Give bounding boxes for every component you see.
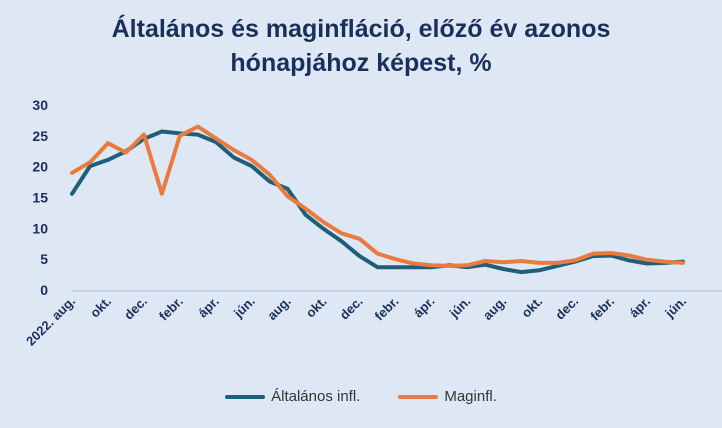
x-tick-label: aug. <box>480 294 510 324</box>
x-tick-label: febr. <box>372 294 402 324</box>
x-tick-label: okt. <box>87 294 114 321</box>
x-tick-label: 2022. aug. <box>23 294 78 349</box>
legend-swatch-maginfl <box>398 394 439 399</box>
y-tick-label: 10 <box>32 220 48 236</box>
x-tick-label: febr. <box>587 294 617 324</box>
x-tick-label: aug. <box>264 294 294 324</box>
y-tick-label: 5 <box>40 251 48 267</box>
y-tick-label: 25 <box>32 128 48 144</box>
y-tick-label: 30 <box>32 97 48 113</box>
x-tick-label: febr. <box>156 294 186 324</box>
series-line-maginfl <box>70 124 685 268</box>
legend-swatch-altalanos <box>225 394 266 399</box>
series-line-altalanos <box>70 129 685 275</box>
x-tick-label: dec. <box>552 294 581 323</box>
x-tick-label: ápr. <box>195 294 222 321</box>
x-tick-label: jún. <box>661 294 689 322</box>
legend-label-altalanos: Általános infl. <box>271 388 361 405</box>
x-tick-label: jún. <box>446 294 474 322</box>
x-tick-label: okt. <box>518 294 545 321</box>
x-tick-label: dec. <box>337 294 366 323</box>
x-tick-label: dec. <box>121 294 150 323</box>
x-tick-label: ápr. <box>626 294 653 321</box>
y-tick-label: 15 <box>32 190 48 206</box>
chart-title-line-1: Általános és maginfláció, előző év azono… <box>111 15 611 43</box>
x-tick-label: ápr. <box>411 294 438 321</box>
legend-label-maginfl: Maginfl. <box>444 388 497 405</box>
legend-item-maginfl: Maginfl. <box>398 388 497 405</box>
chart-title-line-2: hónapjához képest, % <box>230 49 492 77</box>
legend: Általános infl. Maginfl. <box>0 388 722 405</box>
chart-title: Általános és maginfláció, előző év azono… <box>0 12 722 80</box>
x-tick-label: okt. <box>303 294 330 321</box>
legend-item-altalanos: Általános infl. <box>225 388 360 405</box>
x-tick-label: jún. <box>230 294 258 322</box>
y-tick-label: 0 <box>40 282 48 298</box>
y-tick-label: 20 <box>32 159 48 175</box>
